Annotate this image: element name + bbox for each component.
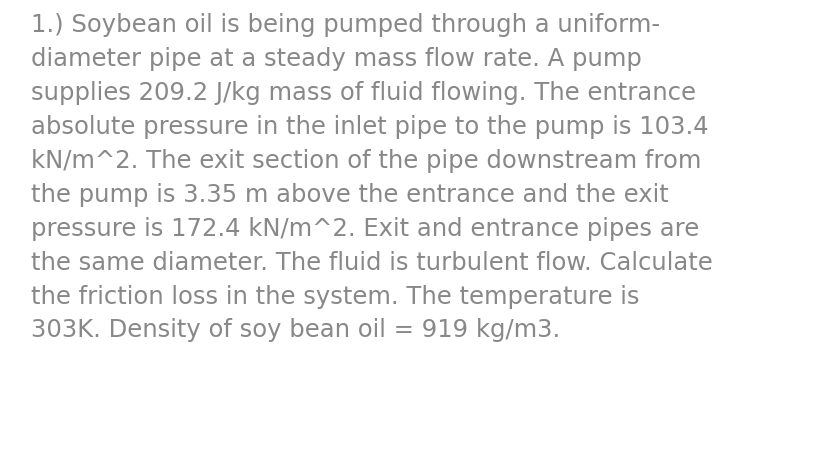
Text: 1.) Soybean oil is being pumped through a uniform-
diameter pipe at a steady mas: 1.) Soybean oil is being pumped through … [31,13,713,343]
